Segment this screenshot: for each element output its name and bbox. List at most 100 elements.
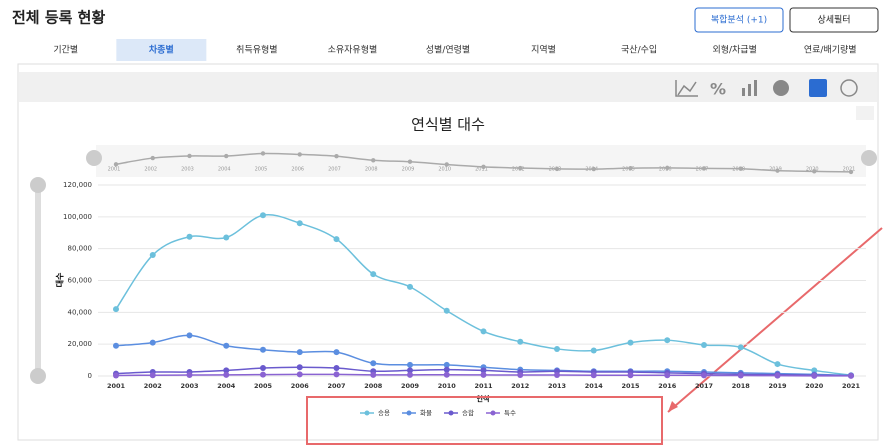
legend-label[interactable]: 승합 xyxy=(462,408,474,417)
tab[interactable]: 기간별 xyxy=(53,45,78,56)
navigator-point xyxy=(554,166,560,172)
data-point xyxy=(260,346,266,353)
y-tick-label: 60,000 xyxy=(68,277,93,285)
data-point xyxy=(554,345,560,352)
data-point xyxy=(333,371,340,378)
x-tick-label: 2009 xyxy=(401,382,420,390)
x-tick-label: 2014 xyxy=(585,382,604,390)
x-tick-label: 2010 xyxy=(438,382,457,390)
x-axis-label: 연식 xyxy=(477,394,490,403)
y-tick-label: 120,000 xyxy=(63,181,92,189)
data-point xyxy=(407,367,413,374)
y-slider-handle[interactable] xyxy=(30,368,46,384)
data-point xyxy=(443,361,450,368)
y-tick-label: 20,000 xyxy=(68,340,93,348)
navigator-point xyxy=(260,151,266,156)
tab[interactable]: 외형/차급별 xyxy=(712,44,756,56)
y-slider-handle[interactable] xyxy=(30,177,46,193)
x-tick-label: 2007 xyxy=(327,382,345,390)
x-tick-label: 2020 xyxy=(805,382,824,390)
y-tick-label: 80,000 xyxy=(68,245,93,253)
data-point xyxy=(296,220,303,227)
x-tick-label: 2002 xyxy=(144,382,162,390)
data-point xyxy=(149,372,156,379)
tab[interactable]: 차종별 xyxy=(149,44,174,56)
navigator-handle[interactable] xyxy=(86,150,102,166)
navigator-point xyxy=(481,164,486,170)
filter-button[interactable] xyxy=(789,7,879,33)
navigator-label: 2005 xyxy=(255,167,268,173)
data-point xyxy=(848,372,854,379)
x-tick-label: 2013 xyxy=(548,382,566,390)
data-point xyxy=(407,283,413,290)
legend-label[interactable]: 승용 xyxy=(378,409,390,417)
data-point xyxy=(223,371,230,378)
toolbar xyxy=(19,72,877,102)
tab[interactable]: 국산/수입 xyxy=(621,44,657,56)
data-point xyxy=(774,372,781,379)
data-point xyxy=(554,372,560,379)
data-point xyxy=(260,365,266,372)
navigator-label: 2021 xyxy=(843,167,856,173)
y-tick-label: 40,000 xyxy=(68,308,93,316)
data-point xyxy=(296,364,303,371)
navigator-point xyxy=(738,166,743,171)
navigator-point xyxy=(628,165,633,171)
navigator-label: 2019 xyxy=(769,167,782,173)
navigator-handle[interactable] xyxy=(861,150,877,166)
legend-marker xyxy=(406,410,412,416)
data-point xyxy=(774,361,781,368)
data-point xyxy=(443,307,450,314)
x-tick-label: 2011 xyxy=(474,382,493,390)
tab[interactable]: 연료/배기량별 xyxy=(804,44,857,56)
navigator-label: 2003 xyxy=(181,167,194,173)
tab[interactable]: 지역별 xyxy=(531,45,556,56)
y-slider xyxy=(35,185,41,376)
navigator-point xyxy=(224,153,229,159)
data-point xyxy=(333,365,340,372)
navigator-label: 2016 xyxy=(659,167,672,173)
navigator-label: 2017 xyxy=(696,167,709,173)
navigator-point xyxy=(518,165,523,171)
navigator-point xyxy=(187,153,192,159)
navigator-point xyxy=(591,166,596,172)
tab[interactable]: 성별/연령별 xyxy=(426,44,470,56)
navigator-point xyxy=(407,159,413,164)
navigator-label: 2004 xyxy=(218,167,231,173)
navigator-label: 2010 xyxy=(438,167,451,173)
navigator-point xyxy=(334,154,339,159)
navigator-point xyxy=(701,166,707,171)
navigator xyxy=(96,145,866,177)
legend-marker xyxy=(364,410,370,416)
navigator-label: 2007 xyxy=(328,167,341,173)
data-point xyxy=(443,371,450,378)
compound-button[interactable] xyxy=(694,7,784,33)
navigator-point xyxy=(812,169,817,174)
navigator-label: 2012 xyxy=(512,167,525,173)
data-point xyxy=(443,366,450,373)
menu-button[interactable] xyxy=(856,106,874,120)
x-tick-label: 2015 xyxy=(621,382,640,390)
data-point xyxy=(296,349,303,356)
legend-label[interactable]: 화물 xyxy=(420,409,432,417)
data-point xyxy=(223,234,230,241)
data-point xyxy=(149,339,156,346)
data-point xyxy=(370,360,377,367)
tab[interactable]: 소유자유형별 xyxy=(328,45,378,56)
x-tick-label: 2005 xyxy=(254,382,273,390)
data-point xyxy=(701,341,707,348)
svg-text:%: % xyxy=(710,80,726,99)
tab[interactable]: 취득유형별 xyxy=(236,45,277,56)
data-point xyxy=(590,372,597,379)
x-tick-label: 2021 xyxy=(842,382,861,390)
navigator-label: 2020 xyxy=(806,167,819,173)
x-tick-label: 2017 xyxy=(695,382,713,390)
navigator-point xyxy=(775,168,780,173)
legend-marker xyxy=(490,410,496,416)
data-point xyxy=(407,371,413,378)
x-tick-label: 2003 xyxy=(180,382,198,390)
legend-label[interactable]: 특수 xyxy=(504,409,516,417)
data-point xyxy=(113,342,119,349)
y-tick-label: 100,000 xyxy=(63,213,92,221)
